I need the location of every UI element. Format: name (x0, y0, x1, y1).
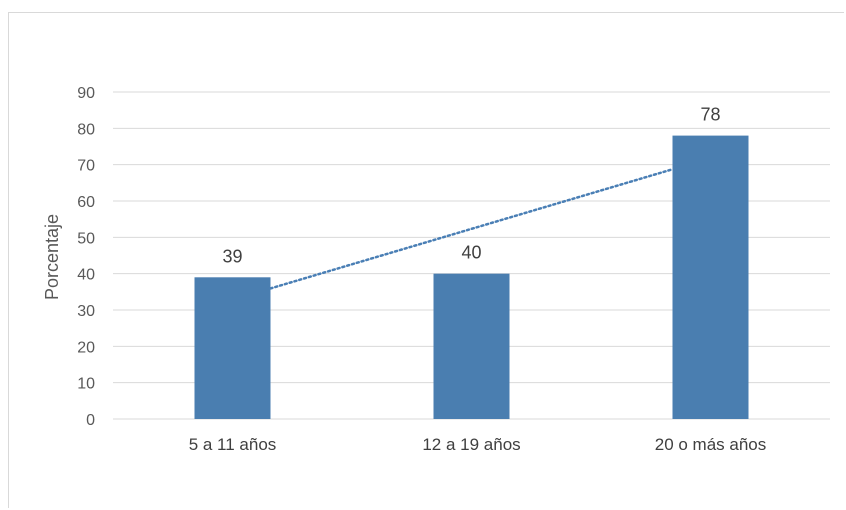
y-tick-label: 10 (77, 376, 95, 393)
data-labels: 39 40 78 (222, 105, 720, 267)
trendline (269, 168, 674, 290)
y-tick-label: 60 (77, 194, 95, 211)
data-label: 40 (461, 243, 481, 263)
bar (433, 273, 510, 419)
y-axis-label: Porcentaje (42, 214, 62, 300)
chart-frame (8, 12, 844, 508)
x-category-label: 20 o más años (655, 435, 767, 454)
y-tick-label: 50 (77, 230, 95, 247)
y-axis-ticks: 0 10 20 30 40 50 60 70 80 90 (77, 85, 95, 429)
bars (194, 135, 749, 419)
x-category-label: 12 a 19 años (422, 435, 520, 454)
bar (672, 135, 749, 419)
trendline-path (269, 168, 674, 290)
y-tick-label: 20 (77, 339, 95, 356)
y-tick-label: 90 (77, 85, 95, 102)
x-axis-categories: 5 a 11 años 12 a 19 años 20 o más años (189, 435, 767, 454)
data-label: 39 (222, 246, 242, 266)
data-label: 78 (700, 105, 720, 125)
y-tick-label: 0 (86, 412, 95, 429)
y-tick-label: 70 (77, 158, 95, 175)
y-tick-label: 40 (77, 267, 95, 284)
bar (194, 277, 271, 419)
y-tick-label: 80 (77, 121, 95, 138)
x-category-label: 5 a 11 años (189, 435, 277, 454)
y-tick-label: 30 (77, 303, 95, 320)
